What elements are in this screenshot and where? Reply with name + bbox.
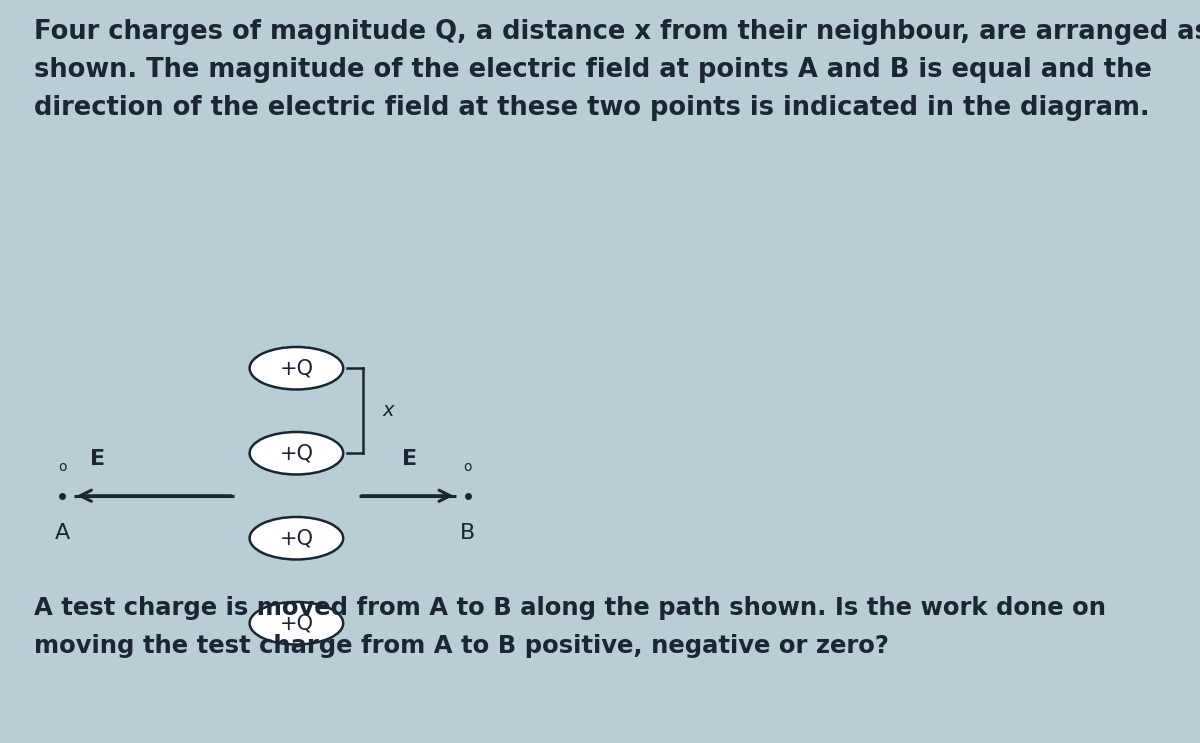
Ellipse shape [250, 517, 343, 559]
Ellipse shape [250, 432, 343, 475]
Text: E: E [402, 449, 416, 469]
Text: +Q: +Q [280, 444, 313, 463]
Ellipse shape [250, 602, 343, 644]
Text: Four charges of magnitude Q, a distance x from their neighbour, are arranged as
: Four charges of magnitude Q, a distance … [34, 19, 1200, 120]
Text: A: A [55, 523, 70, 543]
Text: o: o [58, 461, 67, 475]
Text: A test charge is moved from A to B along the path shown. Is the work done on
mov: A test charge is moved from A to B along… [34, 596, 1105, 658]
Text: +Q: +Q [280, 528, 313, 548]
Text: +Q: +Q [280, 358, 313, 378]
Text: o: o [463, 461, 473, 475]
Ellipse shape [250, 347, 343, 389]
Text: E: E [90, 449, 104, 469]
Text: x: x [383, 401, 394, 421]
Text: +Q: +Q [280, 613, 313, 633]
Text: B: B [461, 523, 475, 543]
